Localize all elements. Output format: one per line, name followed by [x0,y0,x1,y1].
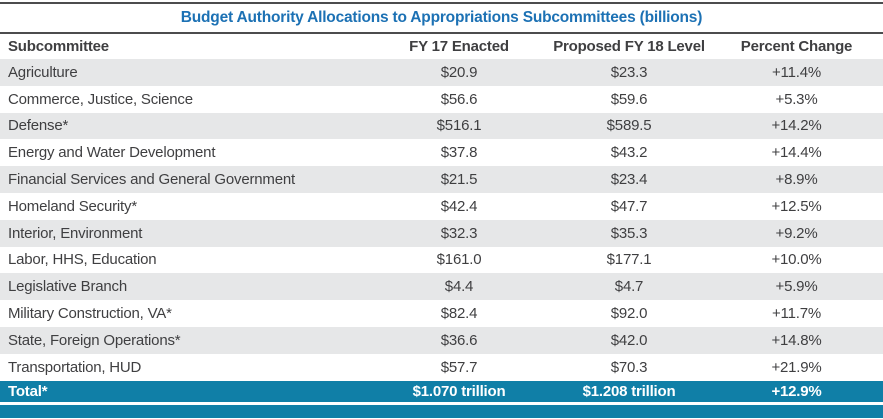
fy17-cell: $516.1 [436,117,482,135]
table-row: Homeland Security* $42.4 $47.7 +12.5% [0,192,883,220]
total-fy18-cell: $1.208 trillion [528,380,730,403]
subcommittee-cell: Energy and Water Development [8,144,216,162]
table-row: Financial Services and General Governmen… [0,166,883,193]
change-cell: +11.4% [772,63,821,81]
fy18-cell: $177.1 [606,251,652,269]
total-change-cell: +12.9% [730,380,883,403]
subcommittee-cell: Commerce, Justice, Science [8,90,193,108]
fy18-cell: $35.3 [610,224,648,242]
fy18-cell: $92.0 [610,305,648,323]
fy18-cell: $23.3 [610,63,648,81]
fy17-cell: $4.4 [444,278,474,296]
fy17-cell: $32.3 [440,224,478,242]
col-header-subcommittee: Subcommittee [0,33,390,59]
table-row: Energy and Water Development $37.8 $43.2… [0,139,883,167]
col-header-proposed-fy18: Proposed FY 18 Level [528,33,730,59]
fy18-cell: $4.7 [614,278,644,296]
subcommittee-cell: Military Construction, VA* [8,305,172,323]
table-row: Interior, Environment $32.3 $35.3 +9.2% [0,219,883,247]
subcommittee-cell: Transportation, HUD [8,358,142,376]
change-cell: +11.7% [772,305,821,323]
fy17-cell: $20.9 [440,63,478,81]
fy18-cell: $43.2 [610,144,648,162]
fy17-cell: $82.4 [440,305,478,323]
subcommittee-cell: Legislative Branch [8,278,127,296]
table-row: Transportation, HUD $57.7 $70.3 +21.9% [0,353,883,381]
top-rule [0,2,883,4]
table-row: Commerce, Justice, Science $56.6 $59.6 +… [0,85,883,113]
change-cell: +21.9% [771,358,822,376]
subcommittee-cell: Interior, Environment [8,224,143,242]
change-cell: +14.4% [771,144,822,162]
total-fy17-cell: $1.070 trillion [390,380,528,403]
fy17-cell: $36.6 [440,331,478,349]
table-row: Labor, HHS, Education $161.0 $177.1 +10.… [0,246,883,274]
footer-teal-strip [0,405,883,419]
budget-table: Subcommittee FY 17 Enacted Proposed FY 1… [0,32,883,403]
change-cell: +5.3% [775,90,818,108]
col-header-fy17-enacted: FY 17 Enacted [390,33,528,59]
fy17-cell: $161.0 [436,251,482,269]
subcommittee-cell: State, Foreign Operations* [8,331,181,349]
fy18-cell: $42.0 [610,331,648,349]
change-cell: +8.9% [775,171,818,189]
fy17-cell: $42.4 [440,197,478,215]
table-title: Budget Authority Allocations to Appropri… [180,9,703,26]
table-row: Agriculture $20.9 $23.3 +11.4% [0,59,883,86]
fy18-cell: $23.4 [610,171,648,189]
change-cell: +9.2% [775,224,818,242]
col-header-percent-change: Percent Change [730,33,883,59]
subcommittee-cell: Homeland Security* [8,197,137,215]
table-row: Legislative Branch $4.4 $4.7 +5.9% [0,273,883,301]
fy18-cell: $589.5 [606,117,652,135]
subcommittee-cell: Labor, HHS, Education [8,251,157,269]
subcommittee-cell: Financial Services and General Governmen… [8,171,295,189]
total-label-cell: Total* [0,380,390,403]
total-row: Total* $1.070 trillion $1.208 trillion +… [0,380,883,403]
change-cell: +12.5% [771,197,822,215]
fy18-cell: $47.7 [610,197,648,215]
fy17-cell: $37.8 [440,144,478,162]
subcommittee-cell: Agriculture [8,63,78,81]
change-cell: +10.0% [771,251,822,269]
table-row: Military Construction, VA* $82.4 $92.0 +… [0,300,883,327]
table-row: State, Foreign Operations* $36.6 $42.0 +… [0,326,883,354]
header-row: Subcommittee FY 17 Enacted Proposed FY 1… [0,33,883,59]
change-cell: +14.8% [771,331,822,349]
fy18-cell: $70.3 [610,358,648,376]
change-cell: +5.9% [775,278,818,296]
table-row: Defense* $516.1 $589.5 +14.2% [0,112,883,140]
fy18-cell: $59.6 [610,90,648,108]
fy17-cell: $56.6 [440,90,478,108]
fy17-cell: $57.7 [440,358,478,376]
change-cell: +14.2% [771,117,822,135]
subcommittee-cell: Defense* [8,117,69,135]
fy17-cell: $21.5 [440,171,478,189]
